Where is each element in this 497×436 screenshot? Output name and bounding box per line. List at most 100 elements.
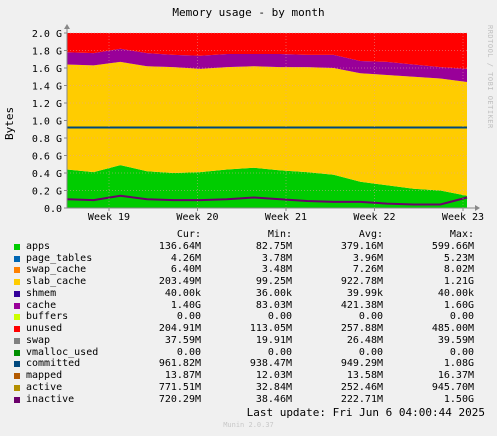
legend-swatch	[14, 302, 20, 309]
legend-max: 1.50G	[443, 393, 474, 405]
legend-avg: 222.71M	[340, 393, 383, 405]
legend-swatch	[14, 361, 20, 368]
legend-min: 19.91M	[255, 334, 292, 346]
legend-row-buffers: buffers 0.00 0.00 0.00 0.00	[14, 311, 490, 323]
legend-name: apps	[26, 240, 51, 252]
legend-swatch	[14, 243, 20, 250]
legend-avg: 949.29M	[340, 358, 383, 370]
legend-row-mapped: mapped 13.87M 12.03M 13.58M 16.37M	[14, 370, 490, 382]
legend-max: 16.37M	[437, 370, 474, 381]
legend-cur: 720.29M	[158, 393, 201, 405]
legend-avg: 26.48M	[346, 334, 383, 346]
legend-avg: 0.00	[358, 311, 383, 323]
legend-name: committed	[26, 358, 81, 370]
legend-min: 3.48M	[261, 264, 292, 276]
memory-chart: 0.0 0.2 G 0.4 G 0.6 G 0.8 G 1.0 G 1.2 G 1.4 G 1.…	[32, 24, 484, 223]
legend-avg: 13.58M	[346, 370, 383, 381]
legend-min: 99.25M	[255, 276, 292, 287]
y-tick-label: 0.2 G	[32, 187, 62, 198]
legend-cur: 204.91M	[158, 323, 201, 334]
chart-axes: 0.0 0.2 G 0.4 G 0.6 G 0.8 G 1.0 G 1.2 G 1.4 G 1.…	[32, 24, 484, 223]
legend-avg: 922.78M	[340, 276, 383, 287]
y-tick-label: 0.8 G	[32, 134, 62, 145]
chart-title: Memory usage - by month	[172, 6, 325, 19]
legend-min: 38.46M	[255, 393, 292, 405]
legend-avg: 7.26M	[352, 264, 383, 276]
legend-row-vmalloc_used: vmalloc_used 0.00 0.00 0.00 0.00	[14, 347, 490, 359]
x-tick-label: Week 22	[353, 212, 395, 223]
legend-name: slab_cache	[26, 276, 87, 287]
y-tick-label: 1.0 G	[32, 117, 62, 128]
legend-name: swap	[26, 334, 51, 346]
legend-avg: 39.99k	[346, 287, 383, 299]
munin-version: Munin 2.0.37	[223, 421, 274, 429]
legend-cur: 771.51M	[158, 381, 201, 393]
legend-row-active: active 771.51M 32.84M 252.46M 945.70M	[14, 382, 490, 394]
legend-max: 945.70M	[431, 381, 474, 393]
legend-name: vmalloc_used	[26, 346, 99, 358]
legend-min: 83.03M	[255, 299, 292, 311]
area-cache	[67, 48, 467, 82]
legend-min: 113.05M	[249, 323, 292, 334]
legend-avg: 252.46M	[340, 381, 383, 393]
legend-max: 0.00	[449, 311, 474, 323]
legend-name: unused	[26, 323, 63, 334]
legend-min: 3.78M	[261, 252, 292, 264]
legend-row-swap: swap 37.59M 19.91M 26.48M 39.59M	[14, 335, 490, 347]
legend-avg: 3.96M	[352, 252, 383, 264]
legend-cur: 40.00k	[164, 287, 201, 299]
legend-max: 39.59M	[437, 334, 474, 346]
legend-row-page_tables: page_tables 4.26M 3.78M 3.96M 5.23M	[14, 253, 490, 265]
legend-min: 0.00	[267, 311, 292, 323]
legend-max: 1.60G	[443, 299, 474, 311]
legend-max: 1.08G	[443, 358, 474, 370]
legend-cur: 1.40G	[170, 299, 201, 311]
legend-cur: 0.00	[176, 346, 201, 358]
area-apps	[67, 165, 467, 208]
legend-max: 8.02M	[443, 264, 474, 276]
legend-row-slab_cache: slab_cache 203.49M 99.25M 922.78M 1.21G	[14, 276, 490, 288]
legend-cur: 961.82M	[158, 358, 201, 370]
legend-header-max: Max:	[449, 229, 474, 240]
legend-swatch	[14, 279, 20, 285]
x-tick-label: Week 21	[265, 212, 307, 223]
legend-swatch	[14, 349, 20, 356]
y-tick-label: 0.6 G	[32, 152, 62, 163]
legend-header-avg: Avg:	[358, 229, 383, 240]
legend-row-unused: unused 204.91M 113.05M 257.88M 485.00M	[14, 323, 490, 335]
legend-max: 40.00k	[437, 287, 474, 299]
legend-row-committed: committed 961.82M 938.47M 949.29M 1.08G	[14, 358, 490, 370]
legend-swatch	[14, 337, 20, 344]
rrdtool-watermark: RRDTOOL / TOBI OETIKER	[486, 25, 494, 129]
y-tick-label: 1.2 G	[32, 99, 62, 110]
legend-name: active	[26, 381, 63, 393]
legend-cur: 136.64M	[158, 240, 201, 252]
legend: Cur: Min: Avg: Max: apps 136.64M 82.75M 379…	[14, 229, 490, 405]
chart-series	[66, 33, 468, 208]
legend-row-inactive: inactive 720.29M 38.46M 222.71M 1.50G	[14, 394, 490, 406]
legend-name: page_tables	[26, 252, 93, 264]
legend-cur: 4.26M	[170, 252, 201, 264]
legend-row-cache: cache 1.40G 83.03M 421.38M 1.60G	[14, 300, 490, 312]
area-unused	[67, 33, 467, 69]
legend-min: 36.00k	[255, 287, 292, 299]
legend-max: 599.66M	[431, 240, 474, 252]
legend-cur: 203.49M	[158, 276, 201, 287]
x-tick-label: Week 20	[176, 212, 218, 223]
legend-avg: 421.38M	[340, 299, 383, 311]
legend-cur: 13.87M	[164, 370, 201, 381]
legend-name: cache	[26, 299, 57, 311]
legend-row-shmem: shmem 40.00k 36.00k 39.99k 40.00k	[14, 288, 490, 300]
legend-swatch	[14, 384, 20, 391]
y-tick-label: 0.4 G	[32, 169, 62, 180]
legend-avg: 0.00	[358, 346, 383, 358]
chart-grid	[67, 32, 467, 208]
legend-min: 938.47M	[249, 358, 292, 370]
legend-header-cur: Cur:	[176, 229, 201, 240]
legend-avg: 257.88M	[340, 323, 383, 334]
legend-swatch	[14, 255, 20, 262]
legend-row-swap_cache: swap_cache 6.40M 3.48M 7.26M 8.02M	[14, 264, 490, 276]
y-tick-label: 0.0	[44, 204, 62, 215]
legend-name: shmem	[26, 287, 57, 299]
x-axis-arrow	[475, 205, 480, 211]
